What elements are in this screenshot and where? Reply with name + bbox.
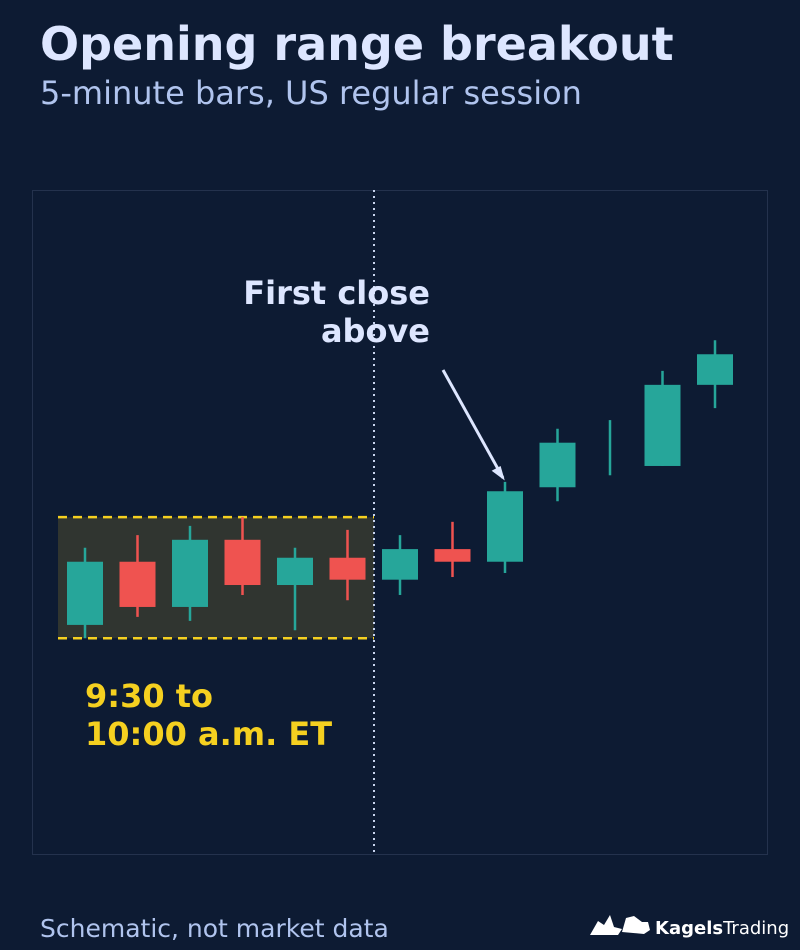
candle-body: [382, 549, 418, 580]
range-label: 9:30 to: [85, 677, 213, 715]
candle-body: [644, 384, 681, 466]
brand-part: Kagels: [655, 918, 723, 939]
logo-icon: [590, 915, 622, 935]
candle-body: [697, 354, 733, 385]
candle-body: [487, 491, 523, 562]
candle-body: [539, 442, 576, 488]
candle-body: [119, 561, 156, 607]
arrow-head: [491, 465, 505, 481]
candle-body: [277, 557, 313, 586]
annotation: First close: [243, 274, 430, 312]
brand-logo: KagelsTrading: [590, 915, 789, 939]
candle-body: [172, 539, 208, 607]
logo-icon: [622, 916, 650, 934]
opening-range: [58, 517, 374, 639]
candle-body: [67, 561, 103, 625]
range-label: 10:00 a.m. ET: [85, 715, 332, 753]
brand-part: Trading: [722, 918, 789, 939]
candle-body: [224, 539, 261, 586]
brand-name: KagelsTrading: [655, 918, 789, 939]
candle-body: [434, 549, 471, 562]
candle-body: [329, 557, 366, 580]
footnote: Schematic, not market data: [40, 914, 389, 943]
chart-subtitle: 5-minute bars, US regular session: [40, 74, 582, 112]
annotation-arrow: [441, 369, 505, 479]
plot-frame: [32, 190, 768, 855]
chart-title: Opening range breakout: [40, 17, 674, 71]
annotation: above: [321, 312, 430, 350]
